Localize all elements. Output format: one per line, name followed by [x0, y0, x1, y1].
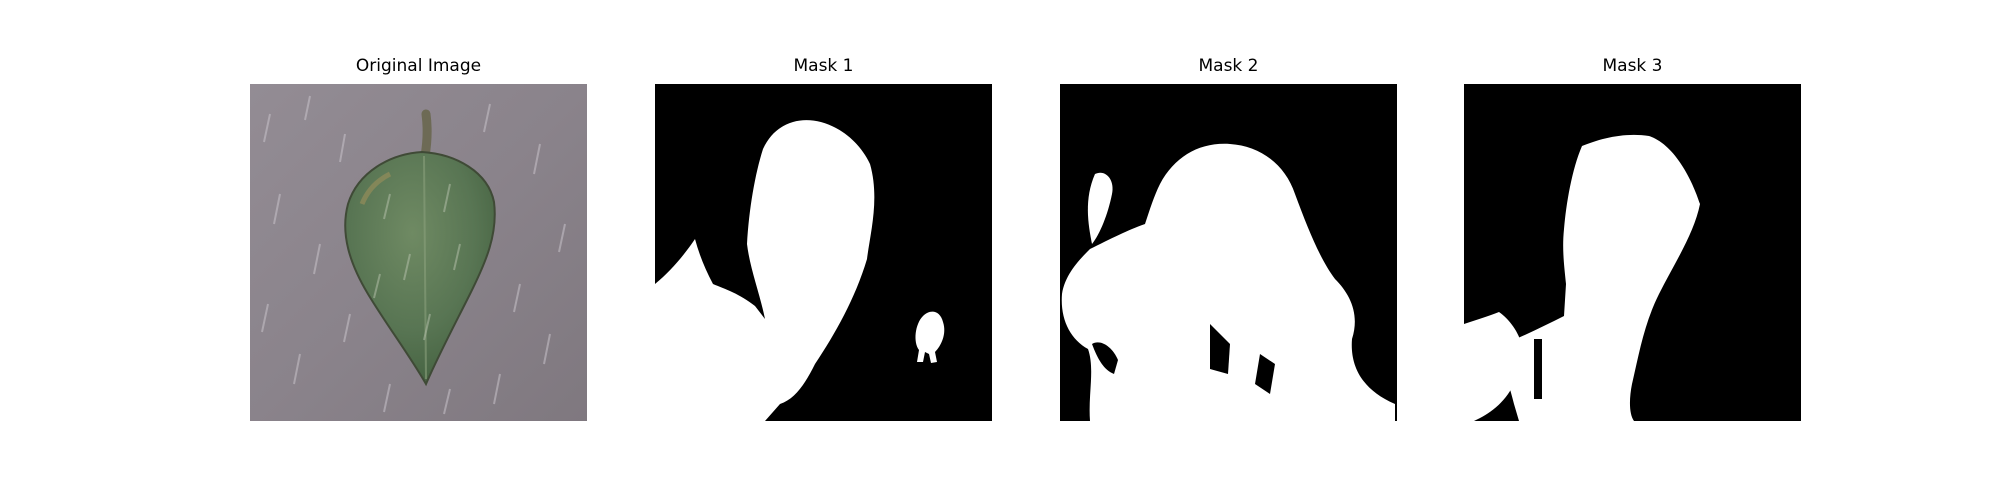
mask-image-2 [1060, 84, 1397, 421]
mask-image-3 [1464, 84, 1801, 421]
panel-title: Original Image [355, 56, 482, 76]
mask-2-svg [1060, 84, 1397, 421]
mask-region [1061, 143, 1395, 421]
leaf-shape [344, 150, 496, 387]
mask-hole [1092, 342, 1118, 374]
mask-image-1 [655, 84, 992, 421]
mask-hole [1210, 324, 1230, 374]
mask-region [915, 311, 945, 363]
mask-hole [1255, 354, 1275, 394]
mask-region [655, 120, 875, 421]
mask-1-svg [655, 84, 992, 421]
leaf-edge-yellowing [359, 171, 392, 205]
leaf-rain-streaks [373, 183, 461, 341]
mask-region [1499, 134, 1700, 421]
leaf-midrib [423, 155, 427, 380]
mask-hole [1534, 339, 1542, 399]
panel-title: Mask 1 [793, 56, 854, 76]
panel-title: Mask 2 [1198, 56, 1259, 76]
leaf-photo [250, 84, 587, 421]
original-image [250, 84, 587, 421]
mask-region [1464, 312, 1522, 421]
leaf-stem [420, 109, 432, 161]
mask-3-svg [1464, 84, 1801, 421]
panel-title: Mask 3 [1602, 56, 1663, 76]
mask-region [1087, 172, 1113, 244]
